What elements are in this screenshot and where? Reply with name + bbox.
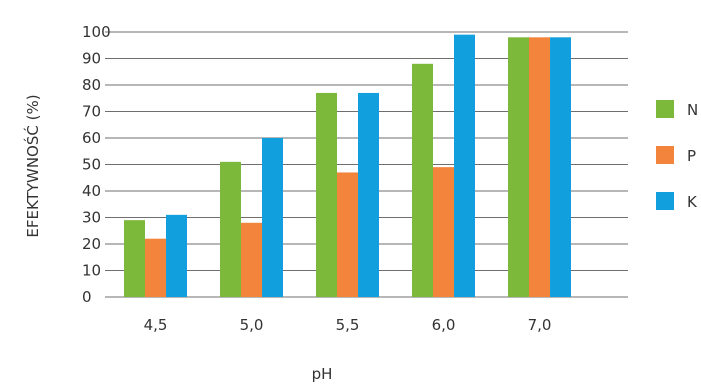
y-tick-label: 70 [82,103,101,121]
x-tick-label: 6,0 [432,316,456,334]
legend-swatch-K [656,192,674,210]
y-tick-label: 0 [82,288,92,306]
y-tick-label: 80 [82,76,101,94]
bar-K-3 [454,34,475,298]
legend-swatch-N [656,100,674,118]
bar-K-4 [550,37,571,298]
y-tick-label: 10 [82,262,101,280]
y-tick-label: 40 [82,182,101,200]
x-axis-label: pH [312,365,333,383]
x-tick-label: 5,0 [240,316,264,334]
legend-label-N: N [687,101,698,119]
bar-P-2 [337,172,358,297]
bar-P-4 [529,37,550,298]
legend-label-K: K [687,193,698,211]
legend: N P K [656,100,698,211]
x-tick-label: 4,5 [144,316,168,334]
bar-K-2 [358,92,379,297]
bar-N-2 [316,92,337,297]
bar-K-0 [166,214,187,297]
bars [124,34,571,298]
y-axis-ticks: 0 10 20 30 40 50 60 70 80 90 100 [82,23,111,306]
bar-N-4 [508,37,529,298]
bar-P-3 [433,167,454,297]
x-tick-label: 7,0 [528,316,552,334]
bar-P-1 [241,222,262,297]
y-axis-label: EFEKTYWNOŚĆ (%) [23,94,42,237]
y-tick-label: 50 [82,156,101,174]
y-tick-label: 20 [82,235,101,253]
x-axis-ticks: 4,5 5,0 5,5 6,0 7,0 [144,316,552,334]
legend-swatch-P [656,146,674,164]
bar-N-0 [124,220,145,297]
y-tick-label: 60 [82,129,101,147]
bar-K-1 [262,138,283,297]
y-tick-label: 90 [82,50,101,68]
x-tick-label: 5,5 [336,316,360,334]
y-tick-label: 100 [82,23,111,41]
bar-N-3 [412,63,433,297]
legend-label-P: P [687,147,696,165]
y-tick-label: 30 [82,209,101,227]
bar-N-1 [220,161,241,297]
bar-P-0 [145,238,166,297]
